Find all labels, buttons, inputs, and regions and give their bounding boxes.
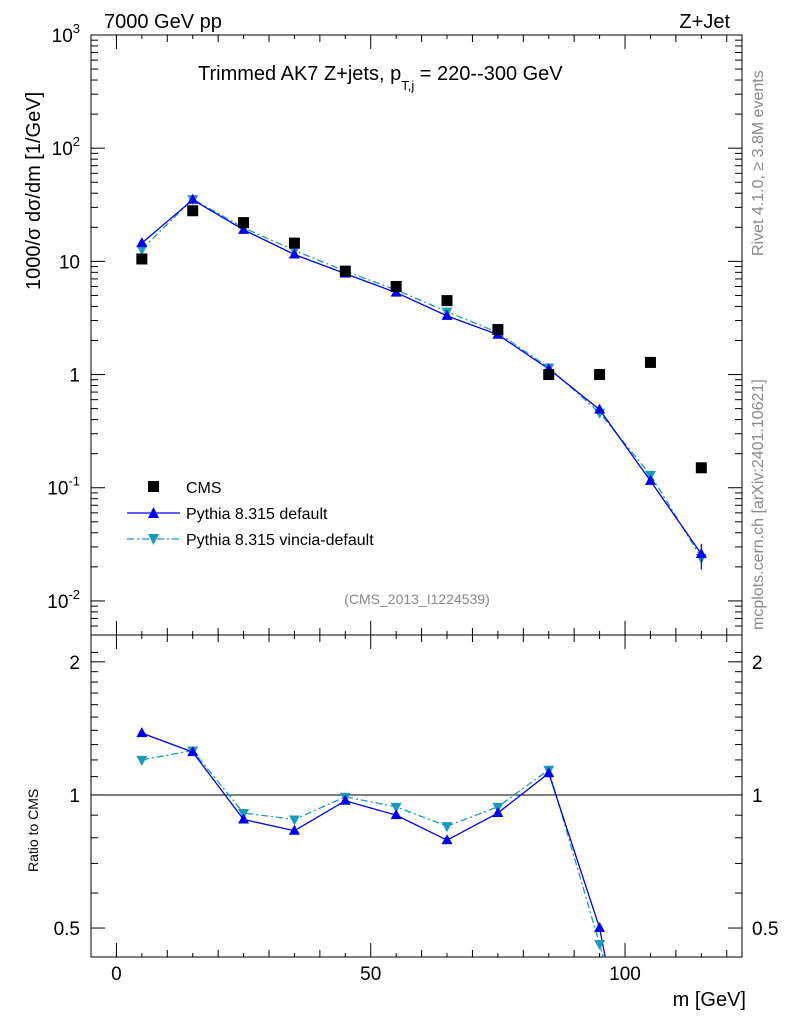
main-y-tick-label: 10	[59, 252, 80, 273]
default-point	[441, 309, 453, 320]
ratio-default-point	[288, 824, 300, 835]
default-series-line	[141, 198, 702, 555]
cms-data-point	[695, 462, 707, 474]
main-y-axis-label: 1000/σ dσ/dm [1/GeV]	[23, 92, 45, 290]
ratio-default-point	[187, 746, 199, 757]
ratio-default-point	[492, 807, 504, 818]
ratio-default-point	[543, 767, 555, 778]
ratio-vincia-point	[441, 822, 453, 833]
main-y-tick-label: 10-1	[47, 474, 80, 500]
ratio-vincia-point	[390, 802, 402, 813]
ratio-default-point	[339, 794, 351, 805]
default-point	[594, 403, 606, 414]
main-y-tick-labels: 10-2 10-1 1 10 102 103	[47, 21, 80, 613]
cms-data-point	[288, 237, 300, 249]
main-title: Trimmed AK7 Z+jets, pT,j = 220--300 GeV	[198, 63, 563, 93]
ratio-panel-frame	[90, 634, 743, 958]
ratio-y-tick-labels: 0.5 0.5 1 1 2 2	[54, 653, 779, 940]
x-tick-label: 100	[609, 964, 641, 985]
ratio-default-line	[141, 732, 606, 957]
ratio-y-tick-label-right: 0.5	[752, 919, 778, 940]
analysis-id: (CMS_2013_I1224539)	[344, 591, 490, 607]
ratio-axis-ticks	[91, 635, 742, 957]
default-point	[136, 237, 148, 248]
legend-vincia-marker	[148, 534, 159, 545]
ratio-default-point	[441, 834, 453, 845]
main-axis-ticks	[91, 35, 742, 636]
cms-data-point	[644, 356, 656, 368]
ratio-y-tick-label-right: 2	[752, 653, 763, 674]
cms-data-point	[136, 253, 148, 265]
legend-default-marker	[148, 507, 159, 518]
default-point	[644, 474, 656, 485]
ratio-y-tick-label-left: 1	[69, 786, 80, 807]
x-axis-label: m [GeV]	[673, 989, 746, 1011]
ratio-vincia-line	[141, 749, 604, 957]
main-y-tick-label: 10-2	[47, 587, 80, 613]
cms-data-point	[594, 369, 606, 381]
main-y-tick-label: 103	[52, 21, 80, 47]
main-series-group	[136, 193, 707, 570]
x-tick-label: 50	[360, 964, 381, 985]
cms-data-point	[492, 324, 504, 336]
ratio-default-point	[390, 809, 402, 820]
main-title-text: Trimmed AK7 Z+jets, p	[198, 63, 401, 85]
default-point	[288, 248, 300, 259]
main-y-tick-label: 1	[69, 366, 80, 387]
ratio-vincia-point	[288, 815, 300, 826]
legend: CMS Pythia 8.315 default Pythia 8.315 vi…	[127, 480, 374, 549]
cms-data-point	[543, 369, 555, 381]
ratio-default-point	[238, 813, 250, 824]
default-point	[187, 193, 199, 204]
header-collision: 7000 GeV pp	[104, 11, 222, 33]
cms-data-point	[339, 265, 351, 277]
ratio-y-axis-label: Ratio to CMS	[25, 789, 41, 872]
ratio-y-tick-label-left: 2	[69, 653, 80, 674]
ratio-y-tick-label-left: 0.5	[54, 919, 80, 940]
ratio-series-group	[136, 727, 606, 957]
x-tick-labels: 0 50 100	[111, 964, 641, 985]
cms-data-point	[390, 280, 402, 292]
main-title-subscript: T,j	[401, 78, 414, 93]
vincia-point	[136, 245, 148, 256]
legend-cms-marker	[148, 481, 159, 492]
legend-default-label: Pythia 8.315 default	[186, 506, 328, 523]
cms-data-point	[441, 295, 453, 307]
vincia-series-line	[141, 198, 702, 559]
main-title-tail: = 220--300 GeV	[414, 63, 563, 85]
side-label-mcplots: mcplots.cern.ch [arXiv:2401.10621]	[750, 379, 767, 630]
x-tick-label: 0	[111, 964, 122, 985]
ratio-default-point	[594, 922, 606, 933]
header-process: Z+Jet	[679, 11, 730, 33]
ratio-vincia-point	[136, 755, 148, 766]
legend-cms-label: CMS	[186, 480, 222, 497]
legend-vincia-label: Pythia 8.315 vincia-default	[186, 532, 374, 549]
cms-data-point	[238, 217, 250, 229]
ratio-y-tick-label-right: 1	[752, 786, 763, 807]
ratio-vincia-point	[594, 940, 606, 951]
side-label-rivet: Rivet 4.1.0, ≥ 3.8M events	[750, 70, 767, 256]
default-point	[238, 223, 250, 234]
main-y-tick-label: 102	[52, 134, 80, 160]
cms-data-point	[187, 205, 199, 217]
ratio-default-point	[136, 727, 148, 738]
